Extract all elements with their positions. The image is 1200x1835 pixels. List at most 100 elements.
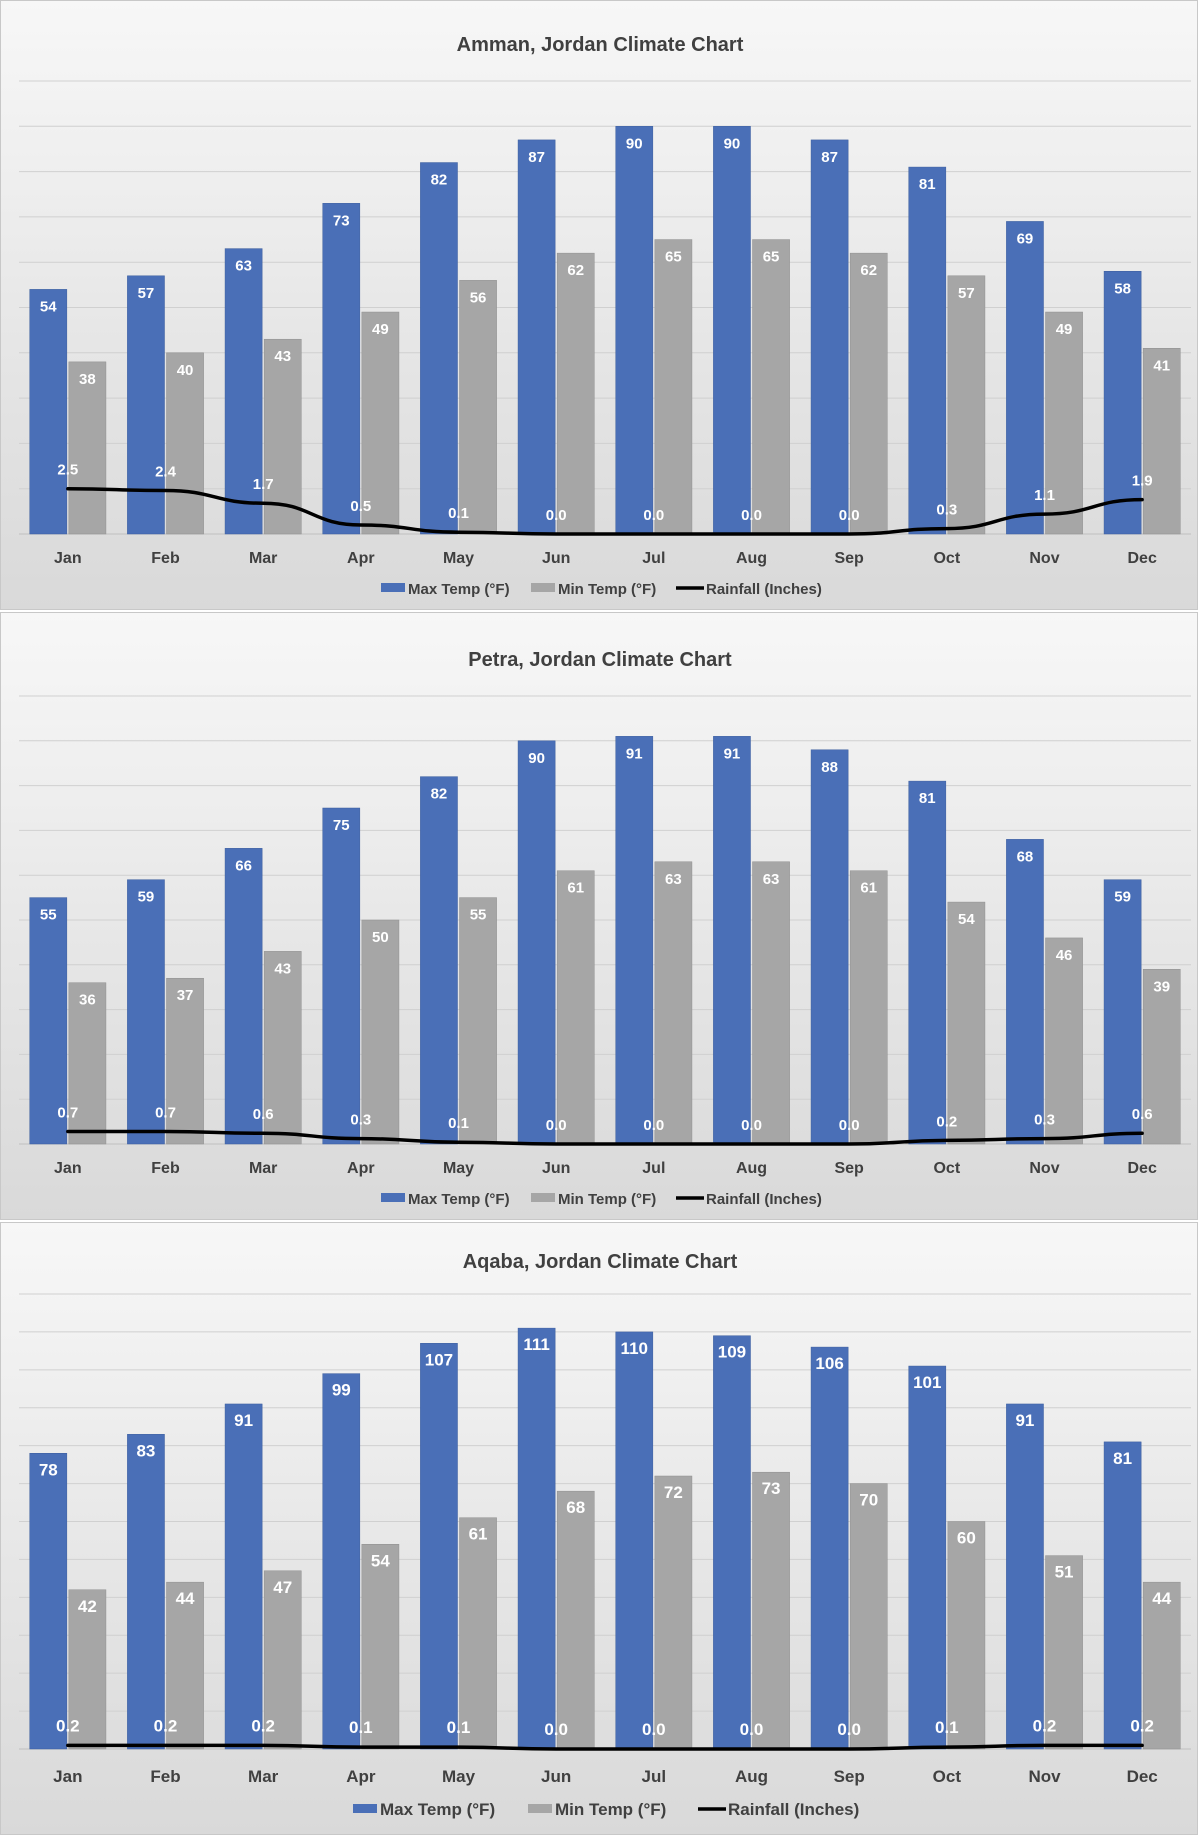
rainfall-data-label: 0.0 — [839, 1117, 860, 1134]
min-temp-data-label: 57 — [958, 285, 975, 302]
rainfall-data-label: 1.1 — [1034, 487, 1055, 504]
x-tick-label: Feb — [151, 550, 180, 567]
legend-swatch — [531, 583, 555, 592]
x-tick-label: Dec — [1127, 1160, 1156, 1177]
min-temp-bar — [556, 870, 595, 1145]
max-temp-data-label: 110 — [621, 1339, 648, 1358]
min-temp-data-label: 61 — [860, 880, 877, 897]
x-tick-label: Apr — [346, 1767, 376, 1786]
max-temp-bar — [908, 166, 947, 535]
min-temp-data-label: 61 — [469, 1525, 488, 1544]
max-temp-data-label: 68 — [1017, 848, 1034, 865]
max-temp-data-label: 55 — [40, 907, 57, 924]
min-temp-data-label: 54 — [371, 1551, 390, 1570]
max-temp-bar — [1103, 879, 1142, 1145]
chart-title: Amman, Jordan Climate Chart — [457, 34, 744, 56]
rainfall-data-label: 0.7 — [155, 1104, 176, 1121]
legend-label: Max Temp (°F) — [408, 581, 510, 598]
max-temp-bar — [713, 126, 751, 535]
max-temp-bar — [1006, 1403, 1044, 1750]
min-temp-data-label: 40 — [177, 362, 194, 379]
min-temp-bar — [361, 919, 400, 1145]
rainfall-data-label: 0.6 — [253, 1106, 274, 1123]
legend-rainfall: Rainfall (Inches) — [676, 1191, 822, 1208]
max-temp-bar — [517, 1327, 556, 1750]
x-tick-label: May — [443, 550, 474, 567]
climate-chart-panel: Amman, Jordan Climate Chart 54 38 Jan 57 40 Fe… — [0, 0, 1198, 610]
min-temp-data-label: 63 — [665, 871, 682, 888]
min-temp-data-label: 38 — [79, 371, 96, 388]
legend-label: Min Temp (°F) — [558, 581, 656, 598]
max-temp-data-label: 81 — [1113, 1449, 1132, 1468]
x-tick-label: Mar — [249, 1160, 277, 1177]
min-temp-bar — [361, 311, 400, 535]
max-temp-bar — [420, 162, 458, 535]
max-temp-bar — [713, 736, 751, 1145]
rainfall-data-label: 0.2 — [936, 1113, 957, 1130]
max-temp-bar — [615, 1331, 654, 1750]
max-temp-data-label: 57 — [138, 285, 155, 302]
min-temp-bar — [361, 1544, 400, 1750]
min-temp-data-label: 42 — [78, 1597, 97, 1616]
rainfall-data-label: 0.0 — [546, 1117, 567, 1134]
max-temp-bar — [224, 1403, 263, 1750]
legend-rainfall: Rainfall (Inches) — [676, 581, 822, 598]
min-temp-data-label: 51 — [1055, 1563, 1074, 1582]
min-temp-bar — [947, 275, 986, 535]
x-tick-label: Aug — [736, 1160, 767, 1177]
min-temp-data-label: 43 — [274, 348, 291, 365]
min-temp-data-label: 72 — [664, 1483, 683, 1502]
max-temp-bar — [713, 1335, 751, 1750]
legend-swatch — [381, 583, 405, 592]
min-temp-data-label: 60 — [957, 1529, 976, 1548]
min-temp-data-label: 63 — [763, 871, 780, 888]
max-temp-bar — [517, 139, 556, 535]
min-temp-bar — [849, 1483, 888, 1750]
chart-title: Aqaba, Jordan Climate Chart — [463, 1251, 738, 1273]
x-tick-label: Oct — [933, 1160, 960, 1177]
rainfall-data-label: 0.2 — [1130, 1716, 1154, 1735]
max-temp-data-label: 58 — [1114, 280, 1131, 297]
min-temp-bar — [654, 861, 693, 1145]
rainfall-data-label: 0.3 — [1034, 1112, 1055, 1129]
rainfall-data-label: 0.6 — [1132, 1106, 1153, 1123]
max-temp-data-label: 107 — [425, 1350, 453, 1369]
legend-label: Rainfall (Inches) — [728, 1800, 859, 1819]
max-temp-data-label: 75 — [333, 817, 350, 834]
x-tick-label: Apr — [347, 1160, 375, 1177]
min-temp-bar — [263, 1570, 302, 1750]
max-temp-bar — [420, 776, 458, 1145]
rainfall-data-label: 2.4 — [155, 464, 177, 481]
min-temp-data-label: 73 — [762, 1479, 781, 1498]
x-tick-label: Apr — [347, 550, 375, 567]
rainfall-data-label: 0.0 — [544, 1720, 568, 1739]
min-temp-bar — [68, 361, 107, 535]
x-tick-label: Jul — [642, 1767, 667, 1786]
max-temp-bar — [29, 289, 68, 535]
min-temp-bar — [459, 280, 497, 535]
rainfall-data-label: 0.2 — [56, 1716, 80, 1735]
max-temp-bar — [29, 1453, 68, 1750]
max-temp-data-label: 90 — [724, 135, 741, 152]
rainfall-data-label: 0.7 — [57, 1104, 78, 1121]
x-tick-label: May — [443, 1160, 474, 1177]
legend-max-temp: Max Temp (°F) — [381, 581, 510, 598]
max-temp-data-label: 82 — [431, 172, 448, 189]
rainfall-data-label: 0.0 — [741, 507, 762, 524]
max-temp-bar — [1006, 839, 1044, 1145]
min-temp-data-label: 44 — [1152, 1589, 1171, 1608]
max-temp-bar — [127, 275, 165, 535]
max-temp-data-label: 59 — [138, 889, 155, 906]
min-temp-data-label: 62 — [860, 262, 877, 279]
x-tick-label: Feb — [151, 1160, 180, 1177]
x-tick-label: Aug — [736, 550, 767, 567]
max-temp-data-label: 69 — [1017, 230, 1034, 247]
rainfall-data-label: 0.0 — [643, 507, 664, 524]
max-temp-bar — [908, 1365, 947, 1750]
max-temp-bar — [322, 1373, 361, 1750]
x-tick-label: Jul — [642, 550, 665, 567]
legend-label: Max Temp (°F) — [380, 1800, 495, 1819]
min-temp-data-label: 37 — [177, 987, 194, 1004]
min-temp-bar — [1045, 937, 1083, 1145]
x-tick-label: Mar — [249, 550, 277, 567]
